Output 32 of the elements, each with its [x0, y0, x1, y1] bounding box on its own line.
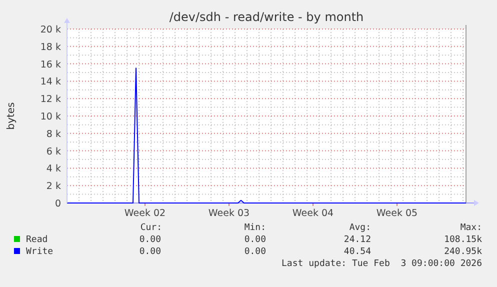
y-tick-label: 12 k: [40, 94, 62, 106]
chart-title: /dev/sdh - read/write - by month: [169, 10, 364, 24]
y-tick-label: 0: [54, 198, 61, 210]
y-tick-label: 16 k: [40, 59, 62, 70]
x-tick-label: Week 02: [124, 208, 166, 219]
legend-label: Read: [26, 235, 48, 245]
text: 0.00: [139, 247, 161, 257]
x-tick-label: Week 05: [376, 208, 418, 219]
x-tick-label: Week 04: [292, 208, 334, 219]
y-tick-label: 10 k: [40, 112, 62, 122]
y-tick-label: 4 k: [46, 164, 62, 175]
y-tick-label: 2 k: [46, 181, 62, 192]
y-axis-title: bytes: [6, 102, 17, 130]
text: 0.00: [139, 235, 161, 245]
y-tick-label: 20 k: [40, 24, 62, 36]
legend-label: Write: [26, 247, 54, 257]
y-tick-label: 8 k: [46, 128, 62, 140]
x-tick-label: Week 03: [208, 208, 250, 219]
text: 0.00: [244, 247, 266, 257]
text: 240.95k: [444, 247, 483, 257]
y-tick-label: 18 k: [40, 42, 62, 53]
text: Cur:: [140, 223, 162, 233]
text: 108.15k: [444, 235, 483, 245]
text: Last update: Tue Feb 3 09:00:00 2026: [282, 259, 482, 269]
text: Min:: [244, 223, 266, 233]
text: Avg:: [349, 223, 371, 233]
text: 24.12: [344, 235, 371, 245]
y-tick-label: 6 k: [46, 146, 62, 158]
y-tick-label: 14 k: [40, 76, 62, 88]
text: Max:: [460, 223, 482, 233]
text: 40.54: [344, 247, 371, 257]
text: 0.00: [244, 235, 266, 245]
